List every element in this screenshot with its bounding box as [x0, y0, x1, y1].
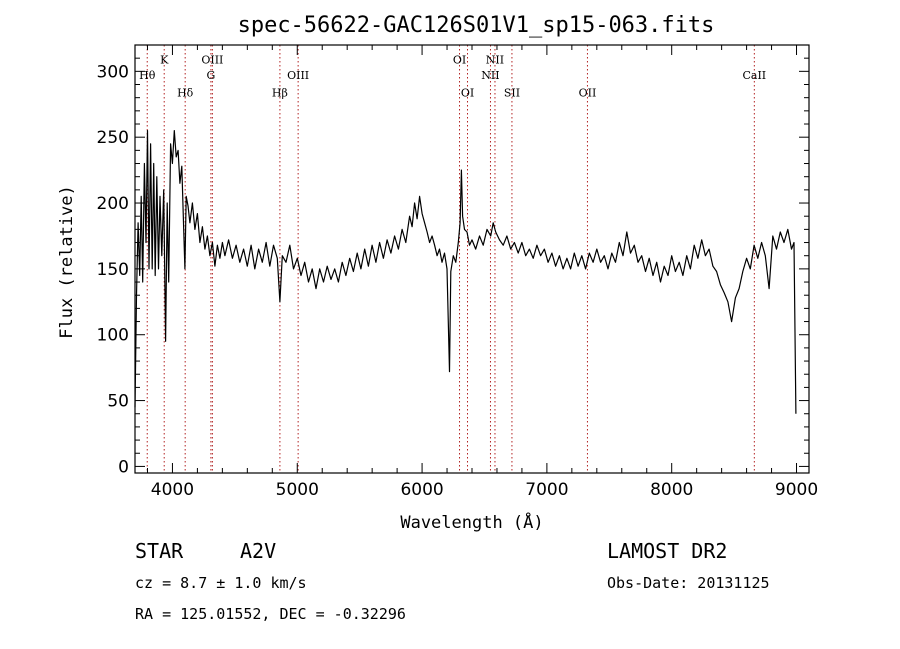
x-axis-label: Wavelength (Å)	[400, 511, 543, 533]
spectral-line-label: NII	[481, 69, 499, 82]
spectral-line-markers	[146, 45, 755, 473]
plot-frame	[134, 44, 810, 474]
spectrum-line	[134, 130, 797, 414]
chart-title: spec-56622-GAC126S01V1_sp15-063.fits	[238, 13, 715, 38]
y-tick-label: 300	[97, 62, 129, 82]
x-tick-label: 6000	[400, 480, 443, 500]
spectral-line-label: NII	[486, 53, 504, 66]
observation-date: Obs-Date: 20131125	[607, 574, 770, 592]
spectral-line-label: OIII	[287, 69, 309, 82]
object-class: STAR	[135, 539, 184, 563]
spectral-line-label: Hδ	[177, 86, 194, 99]
spectral-line-labels: Hθ K Hδ OIII G Hβ OIII OI OI NII NII SII OII CaII	[139, 53, 766, 99]
spectral-line-label: G	[206, 69, 215, 82]
x-tick-label: 9000	[775, 480, 818, 500]
y-tick-label: 200	[97, 194, 129, 214]
object-subclass: A2V	[240, 539, 276, 563]
spectral-line-label: SII	[504, 86, 520, 99]
spectral-line-label: OII	[579, 86, 597, 99]
y-axis-ticks: 0 50 100 150 200 250 300	[97, 57, 809, 477]
y-tick-label: 100	[97, 326, 129, 346]
x-axis-ticks: 4000 5000 6000 7000 8000 9000	[146, 45, 818, 500]
spectral-line-label: CaII	[742, 69, 766, 82]
x-tick-label: 5000	[276, 480, 319, 500]
spectral-line-label: OIII	[201, 53, 223, 66]
y-tick-label: 0	[118, 457, 129, 477]
spectral-line-label: OI	[461, 86, 474, 99]
spectral-line-label: Hβ	[272, 86, 288, 99]
x-tick-label: 4000	[151, 480, 194, 500]
redshift-cz: cz = 8.7 ± 1.0 km/s	[135, 574, 307, 592]
y-tick-label: 150	[97, 260, 129, 280]
x-tick-label: 7000	[525, 480, 568, 500]
y-tick-label: 250	[97, 128, 129, 148]
y-tick-label: 50	[107, 392, 129, 412]
spectral-line-label: K	[160, 53, 169, 66]
x-tick-label: 8000	[650, 480, 693, 500]
ra-dec-coordinates: RA = 125.01552, DEC = -0.32296	[135, 605, 406, 623]
spectral-line-label: Hθ	[139, 69, 156, 82]
survey-name: LAMOST DR2	[607, 539, 727, 563]
y-axis-label: Flux (relative)	[57, 185, 77, 339]
spectral-line-label: OI	[453, 53, 466, 66]
